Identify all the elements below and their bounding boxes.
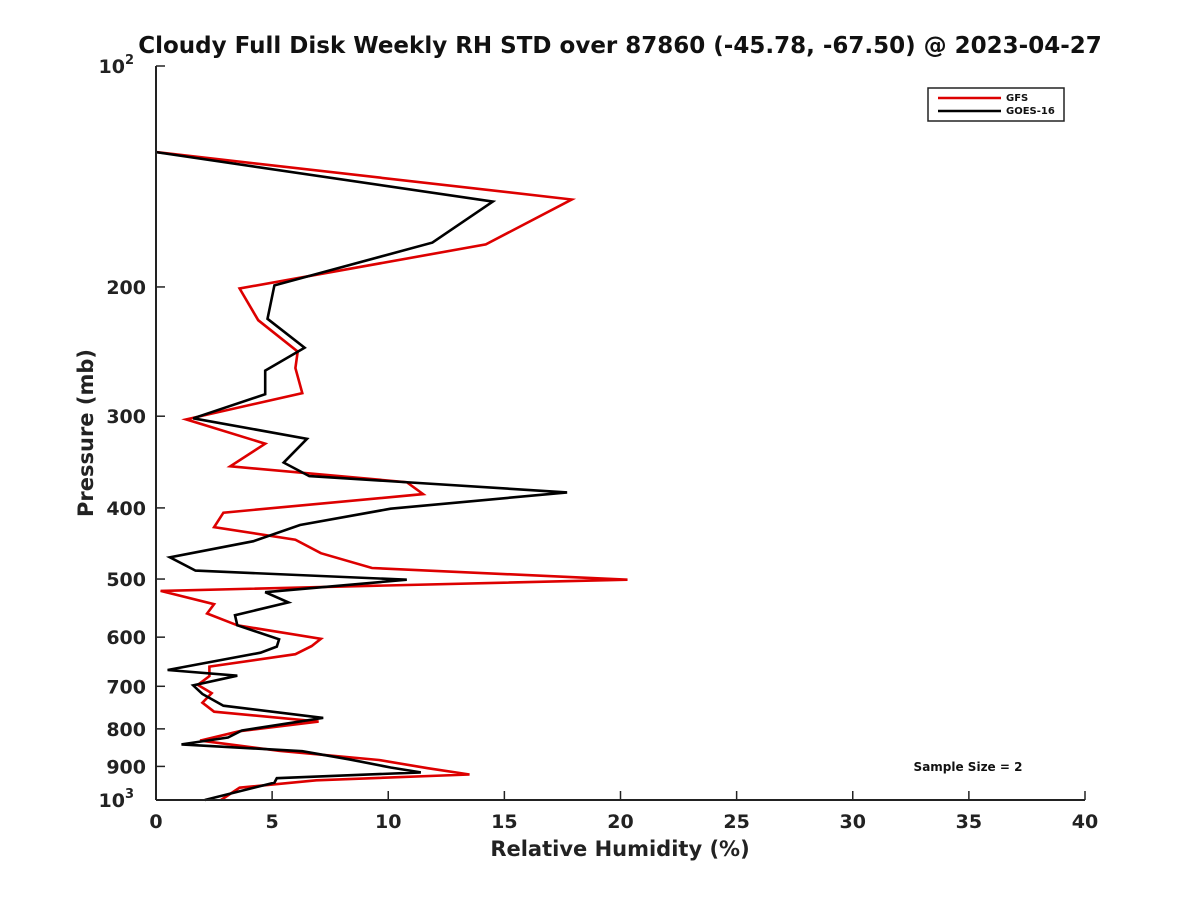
y-tick-label: 400 bbox=[106, 498, 146, 520]
series-line-goes16 bbox=[155, 150, 568, 802]
x-tick-label: 15 bbox=[491, 811, 517, 833]
y-tick-label: 900 bbox=[106, 756, 146, 778]
x-tick-label: 30 bbox=[840, 811, 866, 833]
y-axis-label: Pressure (mb) bbox=[74, 349, 98, 517]
y-tick-label: 700 bbox=[106, 676, 146, 698]
x-tick-label: 5 bbox=[266, 811, 279, 833]
x-axis-ticks: 0 5 10 15 20 25 30 35 40 bbox=[149, 791, 1098, 833]
sample-size-annotation: Sample Size = 2 bbox=[914, 760, 1023, 774]
y-tick-label: 102 bbox=[99, 53, 135, 78]
y-tick-label: 200 bbox=[106, 277, 146, 299]
x-tick-label: 10 bbox=[375, 811, 401, 833]
x-tick-label: 20 bbox=[607, 811, 633, 833]
x-tick-label: 35 bbox=[956, 811, 982, 833]
x-tick-label: 40 bbox=[1072, 811, 1098, 833]
chart-title: Cloudy Full Disk Weekly RH STD over 8786… bbox=[138, 33, 1102, 59]
y-tick-label: 800 bbox=[106, 719, 146, 741]
x-tick-label: 25 bbox=[723, 811, 749, 833]
legend-box bbox=[927, 87, 1065, 122]
plot-area bbox=[155, 150, 628, 802]
y-axis-ticks: 102 200 300 400 500 600 700 800 900 103 bbox=[99, 53, 165, 812]
plot-frame bbox=[156, 66, 1085, 800]
y-tick-label: 500 bbox=[106, 569, 146, 591]
legend: GFS GOES-16 bbox=[927, 87, 1065, 122]
y-tick-label: 103 bbox=[99, 787, 135, 812]
y-tick-label: 300 bbox=[106, 406, 146, 428]
y-tick-label: 600 bbox=[106, 627, 146, 649]
series-line-gfs bbox=[155, 150, 628, 802]
legend-label-gfs: GFS bbox=[1006, 93, 1028, 104]
x-tick-label: 0 bbox=[149, 811, 162, 833]
x-axis-label: Relative Humidity (%) bbox=[490, 837, 749, 861]
legend-label-goes16: GOES-16 bbox=[1006, 106, 1055, 117]
